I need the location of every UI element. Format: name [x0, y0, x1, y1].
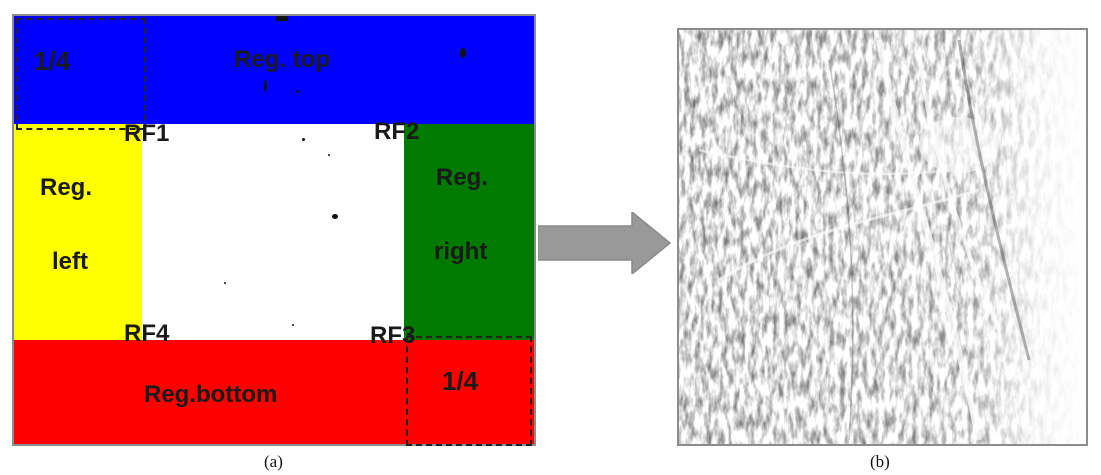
region-left-label-line2: left	[52, 248, 88, 275]
region-diagram: 1/4 Reg. top Reg. left Reg. right Reg.bo…	[12, 14, 536, 446]
speck	[302, 138, 305, 141]
speck	[296, 90, 299, 93]
right-arrow-icon	[538, 212, 672, 274]
quarter-box-bottom-right	[406, 336, 532, 446]
speck	[460, 48, 466, 58]
reference-point-rf3: RF3	[370, 322, 416, 349]
quarter-label-top-left: 1/4	[34, 46, 71, 76]
region-left-label-line1: Reg.	[40, 174, 93, 201]
caption-b: (b)	[870, 452, 890, 471]
region-center	[142, 124, 404, 340]
region-top-label: Reg. top	[234, 46, 330, 73]
quarter-label-bottom-right: 1/4	[442, 366, 479, 396]
caption-a: (a)	[264, 452, 283, 471]
region-right-label-line2: right	[434, 238, 488, 265]
speck	[328, 154, 330, 156]
region-bottom	[14, 340, 534, 444]
palmprint-image	[677, 28, 1088, 446]
speck	[332, 214, 338, 219]
speck	[224, 282, 226, 284]
quarter-box-top-left	[16, 18, 146, 130]
palmprint-texture	[679, 30, 1086, 444]
region-bottom-label: Reg.bottom	[144, 381, 278, 408]
region-top	[14, 16, 534, 124]
speck	[264, 80, 267, 92]
speck	[292, 324, 294, 326]
reference-point-rf1: RF1	[124, 120, 170, 147]
speck	[276, 16, 288, 21]
reference-point-rf4: RF4	[124, 320, 170, 347]
region-left	[14, 124, 142, 340]
reference-point-rf2: RF2	[374, 118, 420, 145]
region-right-label-line1: Reg.	[436, 164, 489, 191]
region-right	[404, 124, 534, 340]
